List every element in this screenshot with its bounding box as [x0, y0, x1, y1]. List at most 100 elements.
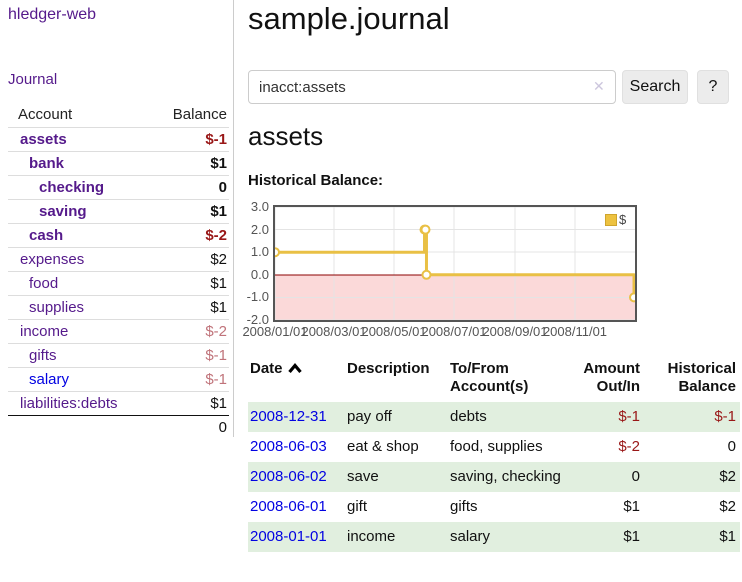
transaction-date-link[interactable]: 2008-06-03	[250, 438, 327, 455]
transaction-row: 2008-01-01 income salary $1 $1	[248, 522, 740, 552]
account-row: assets $-1	[8, 127, 229, 152]
accounts-total-spacer	[8, 415, 147, 439]
date-header-label: Date	[250, 360, 283, 377]
y-axis-tick-label: 2.0	[250, 221, 269, 237]
y-axis-tick-label: 1.0	[250, 244, 269, 260]
accounts-balance-table: Account Balance assets $-1 bank $1 check…	[8, 103, 229, 439]
help-button[interactable]: ?	[697, 70, 729, 104]
account-balance: $-1	[146, 343, 229, 368]
account-link[interactable]: food	[8, 271, 147, 296]
account-row: saving $1	[8, 199, 229, 224]
y-axis-tick-label: 3.0	[250, 199, 269, 214]
account-rows: assets $-1 bank $1 checking 0 saving $1 …	[8, 127, 229, 416]
register-account-heading: assets	[248, 121, 324, 151]
transaction-balance: 0	[727, 438, 736, 455]
transaction-amount: $-2	[618, 438, 640, 455]
transaction-amount: $1	[623, 528, 640, 545]
account-link[interactable]: expenses	[8, 247, 147, 272]
transaction-description: income	[347, 528, 396, 545]
account-balance: $-1	[146, 367, 229, 392]
account-link[interactable]: bank	[8, 151, 147, 176]
app-brand-link[interactable]: hledger-web	[8, 6, 97, 23]
column-header-description[interactable]: Description	[347, 360, 430, 377]
account-link[interactable]: salary	[8, 367, 147, 392]
account-link[interactable]: saving	[8, 199, 147, 224]
y-axis-tick-label: -2.0	[246, 312, 269, 327]
account-link[interactable]: gifts	[8, 343, 147, 368]
account-link[interactable]: assets	[8, 127, 147, 152]
account-column-header: Account	[18, 106, 73, 123]
transaction-accounts: food, supplies	[450, 438, 543, 455]
transaction-accounts: salary	[450, 528, 491, 545]
chart-title: Historical Balance:	[248, 172, 384, 189]
account-balance: $1	[146, 295, 229, 320]
sidebar-item-journal[interactable]: Journal	[8, 71, 58, 88]
transaction-description: pay off	[347, 408, 392, 425]
account-row: expenses $2	[8, 247, 229, 272]
x-axis-tick-label: 2008/03/01	[301, 324, 367, 339]
balance-column-header: Balance	[172, 106, 227, 123]
register-header-row: Date Description To/From Account(s) Amou…	[248, 358, 740, 402]
account-row: cash $-2	[8, 223, 229, 248]
x-axis-tick-label: 2008/11/01	[542, 324, 608, 339]
search-input[interactable]	[248, 70, 616, 104]
column-header-accounts[interactable]: To/From Account(s)	[450, 360, 529, 395]
account-balance: $-2	[146, 319, 229, 344]
transaction-balance: $2	[719, 498, 736, 515]
account-balance: $1	[146, 199, 229, 224]
column-header-date[interactable]: Date	[248, 358, 345, 402]
chart-legend: $	[605, 212, 626, 227]
register-rows: 2008-12-31 pay off debts $-1 $-1 2008-06…	[248, 402, 740, 552]
y-axis-tick-label: -1.0	[246, 289, 269, 305]
account-balance: $2	[146, 247, 229, 272]
sort-ascending-icon	[287, 363, 302, 374]
historical-balance-chart: $ 3.0 2.0 1.0 0.0 -1.0 -2.0 2008/01/01 2008/03/…	[242, 199, 688, 345]
transaction-row: 2008-06-03 eat & shop food, supplies $-2…	[248, 432, 740, 462]
transaction-date-link[interactable]: 2008-06-01	[250, 498, 327, 515]
search-button[interactable]: Search	[622, 70, 688, 104]
account-row: checking 0	[8, 175, 229, 200]
transaction-date-link[interactable]: 2008-12-31	[250, 408, 327, 425]
transaction-amount: $-1	[618, 408, 640, 425]
transaction-accounts: debts	[450, 408, 487, 425]
transaction-date-link[interactable]: 2008-01-01	[250, 528, 327, 545]
account-row: supplies $1	[8, 295, 229, 320]
y-axis-tick-label: 0.0	[250, 266, 269, 282]
transaction-description: save	[347, 468, 379, 485]
accounts-total-balance: 0	[146, 415, 229, 439]
search-form: ✕ Search ?	[248, 70, 742, 104]
account-link[interactable]: cash	[8, 223, 147, 248]
transaction-description: eat & shop	[347, 438, 419, 455]
account-balance: $-2	[146, 223, 229, 248]
account-balance: $1	[146, 151, 229, 176]
transaction-amount: $1	[623, 498, 640, 515]
column-header-amount[interactable]: Amount Out/In	[583, 360, 640, 395]
account-link[interactable]: supplies	[8, 295, 147, 320]
column-header-balance[interactable]: Historical Balance	[667, 360, 736, 395]
transaction-date-link[interactable]: 2008-06-02	[250, 468, 327, 485]
register-transactions-table: Date Description To/From Account(s) Amou…	[248, 358, 740, 552]
transaction-balance: $2	[719, 468, 736, 485]
chart-plot-area	[273, 205, 637, 322]
page-title: sample.journal	[248, 1, 450, 36]
account-row: food $1	[8, 271, 229, 296]
transaction-accounts: saving, checking	[450, 468, 561, 485]
transaction-balance: $-1	[714, 408, 736, 425]
accounts-total-row: 0	[8, 415, 229, 439]
account-row: gifts $-1	[8, 343, 229, 368]
transaction-accounts: gifts	[450, 498, 478, 515]
x-axis-tick-label: 2008/07/01	[421, 324, 487, 339]
clear-search-icon[interactable]: ✕	[593, 78, 605, 94]
transaction-row: 2008-06-01 gift gifts $1 $2	[248, 492, 740, 522]
account-link[interactable]: liabilities:debts	[8, 391, 147, 416]
account-link[interactable]: income	[8, 319, 147, 344]
transaction-amount: 0	[631, 468, 640, 485]
account-link[interactable]: checking	[8, 175, 147, 200]
transaction-row: 2008-06-02 save saving, checking 0 $2	[248, 462, 740, 492]
legend-swatch-icon	[605, 213, 617, 226]
account-balance: $1	[146, 271, 229, 296]
transaction-description: gift	[347, 498, 368, 515]
transaction-balance: $1	[719, 528, 736, 545]
accounts-table-header-row: Account Balance	[8, 103, 229, 128]
x-axis-tick-label: 2008/09/01	[482, 324, 548, 339]
